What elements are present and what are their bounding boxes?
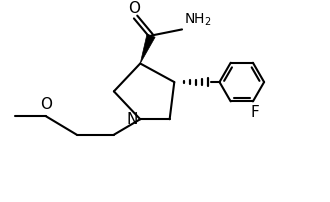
Text: O: O [40,97,52,113]
Polygon shape [140,34,155,63]
Text: N: N [127,112,138,127]
Text: NH$_2$: NH$_2$ [183,12,211,28]
Text: F: F [250,105,259,120]
Text: O: O [128,1,140,16]
